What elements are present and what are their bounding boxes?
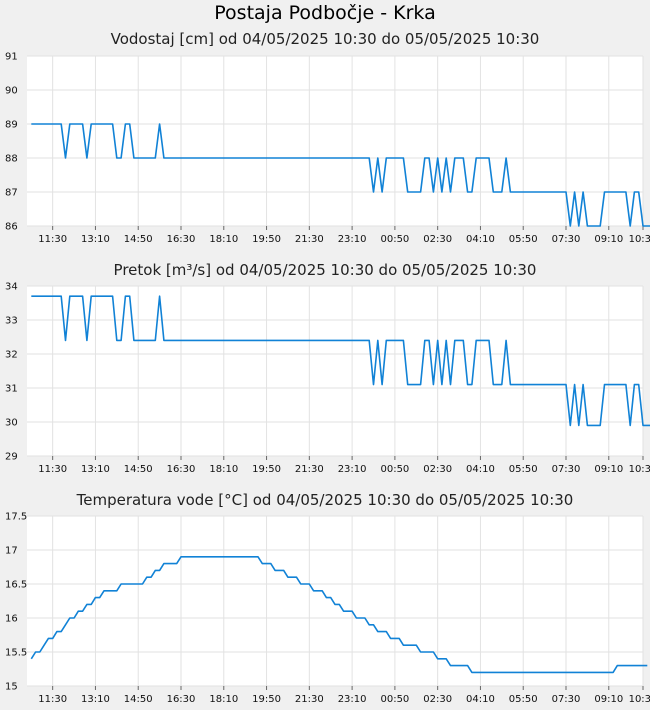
x-tick-label: 21:30: [295, 464, 324, 475]
x-tick-label: 07:30: [552, 694, 581, 705]
x-tick-label: 07:30: [552, 234, 581, 245]
x-tick-label: 05:50: [509, 694, 538, 705]
temperature-chart-title: Temperatura vode [°C] od 04/05/2025 10:3…: [76, 491, 574, 509]
x-tick-label: 14:50: [124, 234, 153, 245]
page-title: Postaja Podbočje - Krka: [214, 2, 436, 24]
x-tick-label: 11:30: [38, 694, 67, 705]
flow-chart: 29 30 31 32 33 34 11:30 13:10 14:50 16:30 18:10 19:…: [5, 282, 650, 475]
x-tick-label: 04:10: [466, 694, 495, 705]
y-tick-label: 88: [5, 154, 18, 165]
x-tick-label: 14:50: [124, 694, 153, 705]
x-tick-label: 18:10: [209, 234, 238, 245]
x-tick-label: 00:50: [380, 464, 409, 475]
water-level-chart: 86 87 88 89 90 91 11:30 13:10 14:50 16:30 18:10 19:…: [5, 52, 650, 245]
y-tick-label: 32: [5, 350, 18, 361]
temperature-chart: 15 15.5 16 16.5 17 17.5 11:30 13:10 14:50 16:30 18…: [5, 512, 650, 705]
x-tick-label: 16:30: [167, 234, 196, 245]
x-tick-label: 09:10: [594, 694, 623, 705]
y-tick-label: 29: [5, 452, 18, 463]
x-tick-label: 11:30: [38, 234, 67, 245]
y-tick-label: 16: [5, 614, 18, 625]
x-tick-label: 02:30: [423, 694, 452, 705]
x-tick-label: 02:30: [423, 234, 452, 245]
x-tick-label: 10:30: [629, 694, 650, 705]
flow-series-line: [31, 295, 650, 427]
x-tick-label: 19:50: [252, 464, 281, 475]
y-tick-label: 87: [5, 188, 18, 199]
x-tick-label: 23:10: [338, 234, 367, 245]
x-tick-label: 04:10: [466, 464, 495, 475]
x-tick-label: 00:50: [380, 694, 409, 705]
y-tick-label: 90: [5, 86, 18, 97]
x-tick-label: 16:30: [167, 464, 196, 475]
x-tick-label: 19:50: [252, 234, 281, 245]
y-tick-label: 33: [5, 316, 18, 327]
y-tick-label: 31: [5, 384, 18, 395]
x-tick-label: 19:50: [252, 694, 281, 705]
y-tick-label: 91: [5, 52, 18, 63]
flow-chart-title: Pretok [m³/s] od 04/05/2025 10:30 do 05/…: [113, 261, 537, 279]
x-tick-label: 09:10: [594, 234, 623, 245]
x-tick-label: 18:10: [209, 464, 238, 475]
x-tick-label: 21:30: [295, 234, 324, 245]
x-tick-label: 04:10: [466, 234, 495, 245]
water-level-series-line: [31, 123, 650, 227]
water-level-plot-area: [27, 56, 643, 226]
y-tick-label: 15: [5, 682, 18, 693]
x-tick-label: 05:50: [509, 234, 538, 245]
x-tick-label: 14:50: [124, 464, 153, 475]
x-tick-label: 18:10: [209, 694, 238, 705]
y-tick-label: 17: [5, 546, 18, 557]
temperature-plot-area: [27, 516, 643, 686]
x-tick-label: 11:30: [38, 464, 67, 475]
x-tick-label: 21:30: [295, 694, 324, 705]
x-tick-label: 05:50: [509, 464, 538, 475]
y-tick-label: 34: [5, 282, 18, 293]
x-tick-label: 23:10: [338, 464, 367, 475]
x-tick-label: 02:30: [423, 464, 452, 475]
flow-plot-area: [27, 286, 643, 456]
x-tick-label: 07:30: [552, 464, 581, 475]
y-tick-label: 86: [5, 222, 18, 233]
x-tick-label: 23:10: [338, 694, 367, 705]
x-tick-label: 13:10: [81, 234, 110, 245]
x-tick-label: 00:50: [380, 234, 409, 245]
x-tick-label: 16:30: [167, 694, 196, 705]
y-tick-label: 89: [5, 120, 18, 131]
y-tick-label: 16.5: [5, 580, 27, 591]
x-tick-label: 13:10: [81, 464, 110, 475]
x-tick-label: 10:30: [629, 464, 650, 475]
y-tick-label: 30: [5, 418, 18, 429]
x-tick-label: 13:10: [81, 694, 110, 705]
x-tick-label: 10:30: [629, 234, 650, 245]
x-tick-label: 09:10: [594, 464, 623, 475]
water-level-chart-title: Vodostaj [cm] od 04/05/2025 10:30 do 05/…: [110, 30, 540, 48]
y-tick-label: 15.5: [5, 648, 27, 659]
temperature-series-line: [30, 555, 648, 674]
y-tick-label: 17.5: [5, 512, 27, 523]
